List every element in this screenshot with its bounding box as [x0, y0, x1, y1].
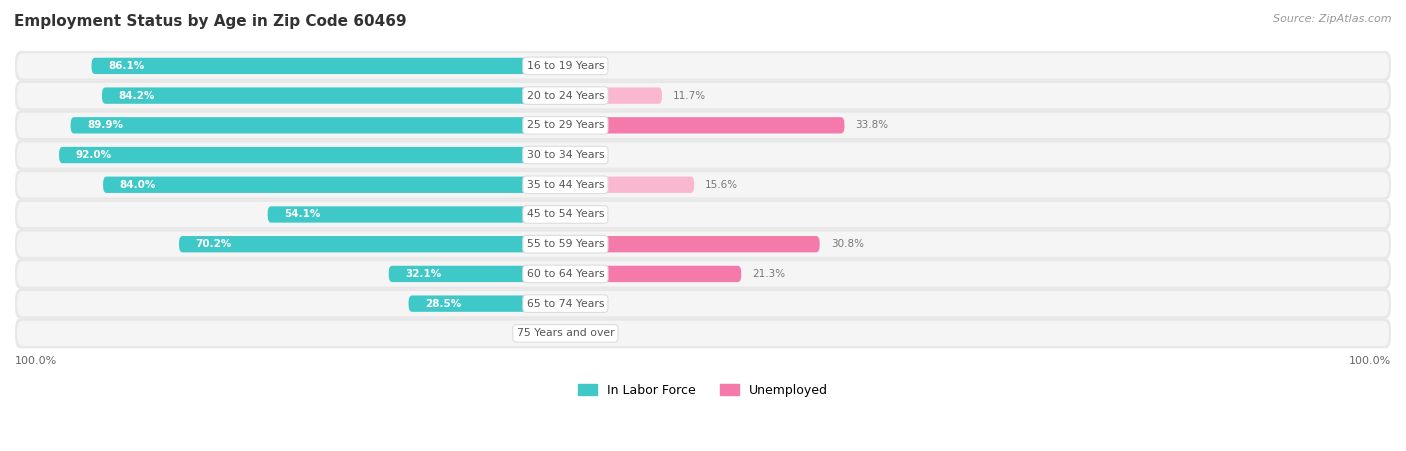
- FancyBboxPatch shape: [91, 58, 565, 74]
- Text: 0.0%: 0.0%: [576, 328, 603, 338]
- FancyBboxPatch shape: [17, 83, 1389, 108]
- FancyBboxPatch shape: [409, 295, 565, 312]
- Text: 89.9%: 89.9%: [87, 120, 124, 130]
- Text: 45 to 54 Years: 45 to 54 Years: [527, 209, 605, 220]
- FancyBboxPatch shape: [15, 51, 1391, 81]
- FancyBboxPatch shape: [17, 261, 1389, 286]
- Text: 55 to 59 Years: 55 to 59 Years: [527, 239, 605, 249]
- FancyBboxPatch shape: [15, 318, 1391, 348]
- Text: 33.8%: 33.8%: [855, 120, 889, 130]
- FancyBboxPatch shape: [565, 117, 845, 133]
- Text: 0.0%: 0.0%: [529, 328, 554, 338]
- FancyBboxPatch shape: [15, 199, 1391, 230]
- Text: Source: ZipAtlas.com: Source: ZipAtlas.com: [1274, 14, 1392, 23]
- Text: 0.0%: 0.0%: [576, 61, 603, 71]
- FancyBboxPatch shape: [17, 291, 1389, 316]
- FancyBboxPatch shape: [565, 266, 741, 282]
- Text: 21.3%: 21.3%: [752, 269, 786, 279]
- Text: 84.0%: 84.0%: [120, 180, 156, 190]
- Text: 0.0%: 0.0%: [576, 150, 603, 160]
- Text: 54.1%: 54.1%: [284, 209, 321, 220]
- Text: 30 to 34 Years: 30 to 34 Years: [527, 150, 605, 160]
- FancyBboxPatch shape: [17, 231, 1389, 257]
- FancyBboxPatch shape: [70, 117, 565, 133]
- FancyBboxPatch shape: [15, 110, 1391, 140]
- FancyBboxPatch shape: [103, 177, 565, 193]
- FancyBboxPatch shape: [15, 229, 1391, 259]
- Text: 92.0%: 92.0%: [76, 150, 111, 160]
- FancyBboxPatch shape: [15, 289, 1391, 319]
- FancyBboxPatch shape: [565, 87, 662, 104]
- Text: 35 to 44 Years: 35 to 44 Years: [527, 180, 605, 190]
- FancyBboxPatch shape: [59, 147, 565, 163]
- FancyBboxPatch shape: [15, 81, 1391, 110]
- Text: 11.7%: 11.7%: [673, 91, 706, 101]
- Legend: In Labor Force, Unemployed: In Labor Force, Unemployed: [572, 378, 834, 401]
- FancyBboxPatch shape: [17, 321, 1389, 346]
- FancyBboxPatch shape: [388, 266, 565, 282]
- FancyBboxPatch shape: [179, 236, 565, 253]
- Text: 20 to 24 Years: 20 to 24 Years: [527, 91, 605, 101]
- Text: 60 to 64 Years: 60 to 64 Years: [527, 269, 605, 279]
- Text: 84.2%: 84.2%: [118, 91, 155, 101]
- Text: 0.0%: 0.0%: [576, 299, 603, 308]
- Text: 70.2%: 70.2%: [195, 239, 232, 249]
- FancyBboxPatch shape: [565, 236, 820, 253]
- Text: 32.1%: 32.1%: [405, 269, 441, 279]
- Text: 75 Years and over: 75 Years and over: [516, 328, 614, 338]
- Text: 100.0%: 100.0%: [1348, 356, 1391, 366]
- Text: 100.0%: 100.0%: [15, 356, 58, 366]
- FancyBboxPatch shape: [103, 87, 565, 104]
- FancyBboxPatch shape: [17, 202, 1389, 227]
- Text: 30.8%: 30.8%: [831, 239, 863, 249]
- FancyBboxPatch shape: [15, 140, 1391, 170]
- FancyBboxPatch shape: [15, 259, 1391, 289]
- Text: 16 to 19 Years: 16 to 19 Years: [527, 61, 605, 71]
- FancyBboxPatch shape: [17, 143, 1389, 168]
- FancyBboxPatch shape: [17, 53, 1389, 78]
- FancyBboxPatch shape: [17, 172, 1389, 198]
- FancyBboxPatch shape: [15, 170, 1391, 200]
- Text: 25 to 29 Years: 25 to 29 Years: [527, 120, 605, 130]
- Text: Employment Status by Age in Zip Code 60469: Employment Status by Age in Zip Code 604…: [14, 14, 406, 28]
- Text: 65 to 74 Years: 65 to 74 Years: [527, 299, 605, 308]
- FancyBboxPatch shape: [17, 113, 1389, 138]
- FancyBboxPatch shape: [267, 206, 565, 223]
- FancyBboxPatch shape: [565, 177, 695, 193]
- Text: 15.6%: 15.6%: [706, 180, 738, 190]
- Text: 0.0%: 0.0%: [576, 209, 603, 220]
- Text: 28.5%: 28.5%: [425, 299, 461, 308]
- Text: 86.1%: 86.1%: [108, 61, 145, 71]
